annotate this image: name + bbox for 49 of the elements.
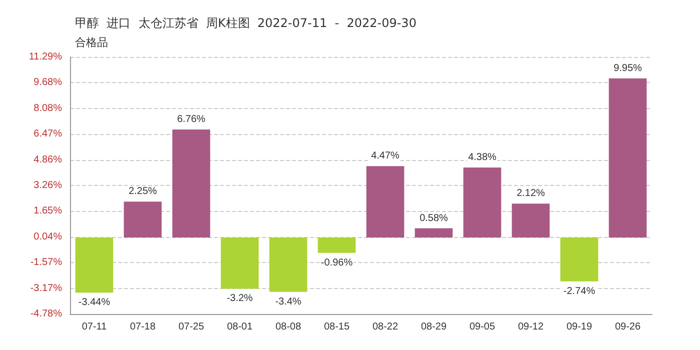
y-tick-label: 4.86% (34, 154, 62, 166)
bar (414, 228, 453, 238)
y-tick-label: 9.68% (34, 77, 62, 88)
x-tick-label: 07-18 (130, 322, 156, 332)
y-tick-label: -3.17% (30, 282, 62, 294)
x-tick-label: 07-11 (82, 322, 108, 332)
bar (318, 238, 356, 253)
bar (463, 168, 502, 238)
data-label: 9.95% (614, 62, 642, 74)
bar (560, 238, 598, 282)
data-label: 4.38% (468, 152, 497, 164)
x-tick-label: 08-22 (372, 322, 398, 332)
bar (512, 204, 550, 238)
y-tick-label: 8.08% (34, 102, 62, 114)
data-label: 0.58% (420, 212, 448, 224)
bar (366, 166, 404, 238)
bar (269, 238, 308, 292)
data-label: -3.2% (226, 293, 253, 304)
data-label: -3.44% (78, 297, 110, 308)
x-tick-label: 08-01 (226, 322, 253, 332)
x-tick-label: 08-15 (324, 322, 350, 332)
x-tick-label: 08-08 (275, 322, 302, 332)
chart-subtitle: 合格品 (75, 36, 108, 49)
x-tick-label: 09-19 (566, 322, 592, 332)
x-tick-label: 09-26 (614, 322, 641, 332)
bar (172, 129, 210, 238)
data-label: -3.4% (275, 296, 302, 308)
bar (124, 202, 162, 238)
data-label: -0.96% (320, 257, 353, 268)
chart-title: 甲醇 进口 太仓江苏省 周K柱图 2022-07-11 - 2022-09-30 (75, 16, 416, 30)
y-tick-label: 0.04% (34, 231, 62, 242)
x-tick-label: 08-29 (420, 322, 447, 332)
data-label: 2.25% (128, 186, 158, 198)
data-label: -2.74% (563, 286, 596, 297)
y-tick-label: 11.29% (28, 52, 62, 62)
y-tick-label: -4.78% (30, 308, 62, 320)
y-tick-label: 1.65% (34, 206, 62, 217)
y-tick-label: 3.26% (34, 180, 62, 191)
data-label: 6.76% (177, 114, 206, 125)
bar (220, 238, 259, 289)
x-tick-label: 09-05 (469, 322, 496, 332)
data-label: 4.47% (371, 150, 400, 162)
bar (608, 78, 647, 238)
y-tick-label: 6.47% (34, 128, 62, 140)
bar (75, 238, 114, 293)
x-tick-label: 09-12 (518, 322, 544, 332)
x-tick-label: 07-25 (178, 322, 204, 332)
y-tick-label: -1.57% (30, 257, 62, 268)
data-label: 2.12% (516, 188, 546, 200)
